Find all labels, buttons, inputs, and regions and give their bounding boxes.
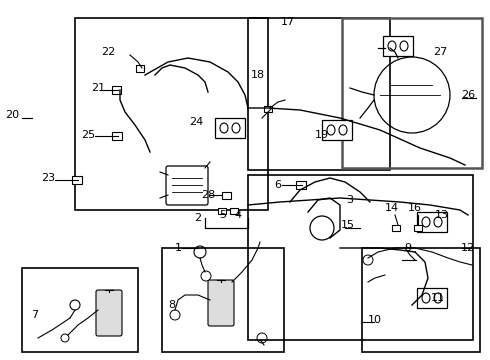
Text: 4: 4	[234, 210, 242, 220]
Bar	[414, 225, 422, 231]
Text: 2: 2	[195, 213, 201, 223]
Text: 7: 7	[31, 310, 39, 320]
Bar	[222, 192, 231, 199]
Text: 1: 1	[174, 243, 181, 253]
Ellipse shape	[422, 293, 430, 303]
Ellipse shape	[422, 217, 430, 227]
Text: 21: 21	[91, 83, 105, 93]
Bar	[72, 176, 82, 184]
Text: 10: 10	[368, 315, 382, 325]
Text: 18: 18	[251, 70, 265, 80]
Bar	[296, 181, 306, 189]
Bar	[264, 106, 272, 112]
Text: 17: 17	[281, 17, 295, 27]
Text: 20: 20	[5, 110, 19, 120]
Bar	[215, 118, 245, 138]
Bar	[22, 268, 138, 352]
Bar	[248, 175, 473, 340]
Text: 16: 16	[408, 203, 422, 213]
Ellipse shape	[232, 123, 240, 133]
Text: 5: 5	[220, 210, 226, 220]
FancyBboxPatch shape	[96, 290, 122, 336]
Text: 26: 26	[461, 90, 475, 100]
Text: 25: 25	[81, 130, 95, 140]
Text: 15: 15	[341, 220, 355, 230]
Bar	[383, 36, 413, 56]
Ellipse shape	[327, 125, 335, 135]
Text: 9: 9	[404, 243, 412, 253]
Bar	[112, 132, 122, 140]
Ellipse shape	[220, 123, 228, 133]
Ellipse shape	[339, 125, 347, 135]
Text: 11: 11	[431, 293, 445, 303]
Bar	[322, 120, 352, 140]
Text: 19: 19	[315, 130, 329, 140]
Text: 22: 22	[101, 47, 115, 57]
Bar	[112, 86, 121, 94]
Bar	[218, 208, 226, 214]
Bar	[417, 212, 447, 232]
Text: 14: 14	[385, 203, 399, 213]
Text: 13: 13	[435, 210, 449, 220]
FancyBboxPatch shape	[208, 280, 234, 326]
Bar	[75, 18, 268, 210]
Bar	[230, 208, 238, 214]
Bar	[362, 248, 480, 352]
Text: 12: 12	[461, 243, 475, 253]
Text: 6: 6	[274, 180, 281, 190]
Ellipse shape	[400, 41, 408, 51]
Ellipse shape	[434, 293, 442, 303]
Text: 8: 8	[169, 300, 175, 310]
Bar	[417, 288, 447, 308]
Bar	[136, 65, 144, 72]
Text: 23: 23	[41, 173, 55, 183]
Bar	[342, 18, 482, 168]
Text: 28: 28	[201, 190, 215, 200]
Text: 3: 3	[346, 195, 353, 205]
Ellipse shape	[434, 217, 442, 227]
FancyBboxPatch shape	[166, 166, 208, 205]
Ellipse shape	[388, 41, 396, 51]
Bar	[162, 248, 284, 352]
Bar	[248, 18, 390, 170]
Bar	[392, 225, 400, 231]
Text: 27: 27	[433, 47, 447, 57]
Text: 24: 24	[189, 117, 203, 127]
